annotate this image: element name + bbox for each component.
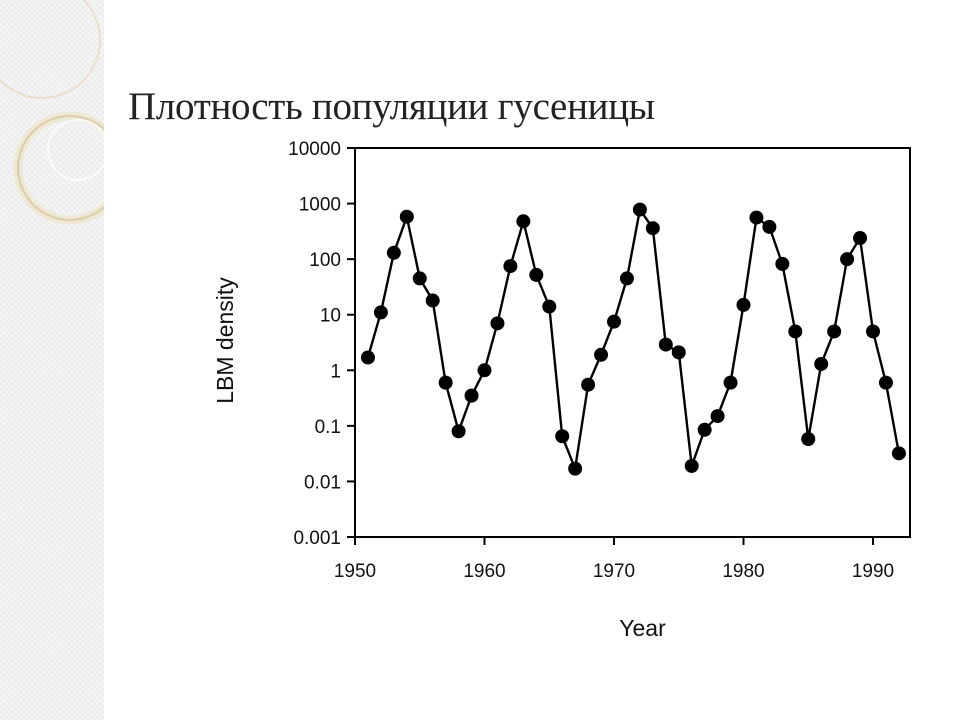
x-tick-label: 1990 xyxy=(852,561,894,582)
y-tick-label: 0.1 xyxy=(315,417,341,438)
data-point xyxy=(632,202,647,217)
data-point xyxy=(503,259,518,274)
data-point xyxy=(762,219,777,234)
y-tick-label: 1 xyxy=(330,361,341,382)
data-point xyxy=(516,214,531,229)
data-point xyxy=(658,337,673,352)
y-tick-label: 10000 xyxy=(288,139,341,160)
data-point xyxy=(542,299,557,314)
data-point xyxy=(490,316,505,331)
y-tick-label: 0.01 xyxy=(304,472,341,493)
y-tick-label: 1000 xyxy=(299,195,341,216)
data-point xyxy=(464,388,479,403)
data-point xyxy=(529,267,544,282)
y-tick-label: 0.001 xyxy=(293,528,341,549)
data-point xyxy=(684,458,699,473)
plot-frame xyxy=(354,147,911,538)
data-point xyxy=(736,297,751,312)
data-point xyxy=(891,446,906,461)
y-tick-label: 100 xyxy=(309,250,341,271)
data-point xyxy=(568,461,583,476)
series-line xyxy=(366,208,901,470)
x-tick-label: 1980 xyxy=(722,561,764,582)
data-point xyxy=(373,305,388,320)
data-point xyxy=(607,314,621,329)
data-point xyxy=(386,245,401,260)
slide-title: Плотность популяции гусеницы xyxy=(128,85,655,128)
x-tick-label: 1970 xyxy=(593,561,635,582)
data-point xyxy=(853,231,868,246)
data-point xyxy=(412,271,427,286)
data-point xyxy=(619,271,634,286)
data-point xyxy=(801,432,816,447)
data-point xyxy=(827,324,842,339)
data-point xyxy=(477,363,492,378)
data-point xyxy=(775,256,790,271)
data-point xyxy=(594,347,609,362)
data-point xyxy=(749,210,764,225)
data-point xyxy=(425,293,440,308)
decorative-sidebar xyxy=(0,0,127,720)
data-point xyxy=(555,429,570,444)
data-point xyxy=(840,252,855,267)
data-point xyxy=(360,350,375,365)
data-point xyxy=(697,422,712,437)
data-point xyxy=(671,345,686,360)
y-tick-label: 10 xyxy=(320,306,341,327)
data-point xyxy=(645,221,660,236)
data-point xyxy=(723,375,738,390)
data-point xyxy=(451,424,466,439)
x-tick-label: 1960 xyxy=(463,561,505,582)
data-point xyxy=(438,375,453,390)
data-point xyxy=(581,377,596,392)
data-point xyxy=(399,209,414,224)
data-point xyxy=(814,356,829,371)
data-point xyxy=(788,324,803,339)
data-point xyxy=(866,324,880,339)
x-tick-label: 1950 xyxy=(334,561,376,582)
data-point xyxy=(710,409,725,424)
data-point xyxy=(878,375,893,390)
y-axis-title: LBM density xyxy=(212,277,238,404)
x-axis-title: Year xyxy=(619,615,666,641)
